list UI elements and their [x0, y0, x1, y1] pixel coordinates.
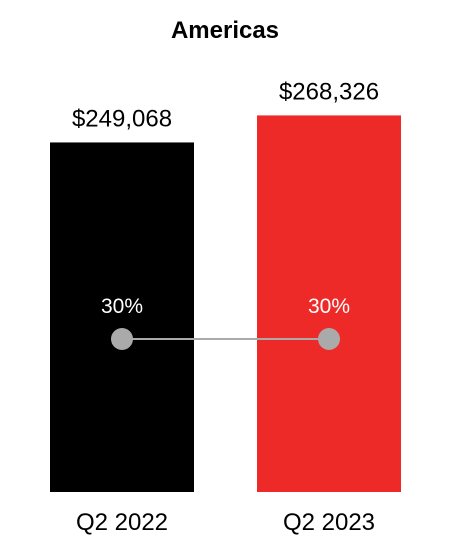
- bar-value-label: $249,068: [72, 105, 172, 132]
- margin-point: [318, 328, 340, 350]
- bar-q2-2023: [257, 115, 401, 492]
- bars: [50, 115, 401, 493]
- bar-q2-2022: [50, 142, 194, 493]
- margin-percent-label: 30%: [101, 295, 143, 318]
- margin-percent-label: 30%: [308, 295, 350, 318]
- bar-value-labels: $249,068 $268,326: [72, 78, 379, 132]
- x-axis-ticks: Q2 2022 Q2 2023: [76, 509, 375, 536]
- x-tick-label: Q2 2023: [283, 509, 375, 536]
- x-tick-label: Q2 2022: [76, 509, 168, 536]
- bar-value-label: $268,326: [279, 78, 379, 105]
- margin-line-layer: 30% 30%: [101, 295, 350, 350]
- chart-title: Americas: [171, 17, 279, 44]
- margin-point: [111, 328, 133, 350]
